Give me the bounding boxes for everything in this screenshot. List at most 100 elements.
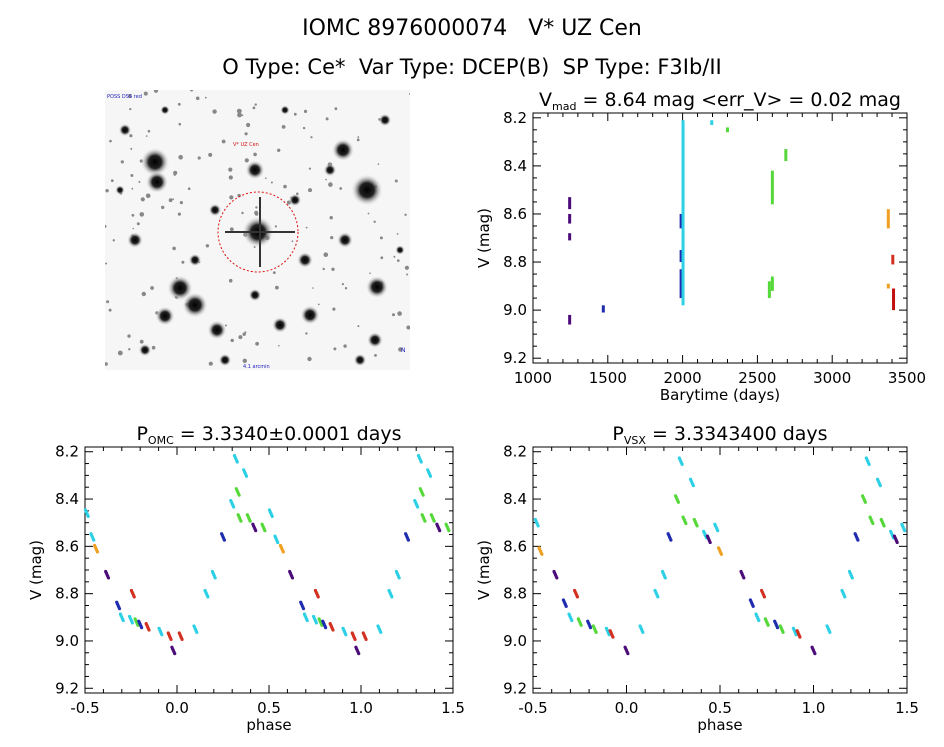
- faint-star: [138, 180, 141, 183]
- faint-star: [177, 102, 181, 106]
- faint-star: [397, 311, 402, 316]
- y-tick-label: 9.0: [55, 632, 79, 650]
- data-point: [676, 500, 680, 504]
- data-point: [314, 621, 318, 625]
- faint-star: [252, 106, 256, 110]
- data-point: [716, 529, 720, 533]
- data-point-cluster: [288, 569, 295, 580]
- faint-star: [147, 129, 151, 133]
- data-point-cluster: [245, 513, 252, 523]
- data-point: [324, 626, 328, 630]
- faint-star: [228, 278, 233, 283]
- faint-star: [408, 93, 410, 95]
- star: [367, 332, 383, 348]
- figure-title-line1: IOMC 8976000074 V* UZ Cen: [302, 16, 642, 41]
- faint-star: [274, 225, 277, 228]
- x-tick-label: 0.5: [708, 699, 732, 717]
- data-point-cluster: [137, 619, 144, 630]
- data-point: [863, 500, 867, 504]
- faint-star: [275, 285, 279, 290]
- data-point: [263, 529, 267, 533]
- faint-star: [228, 167, 233, 172]
- x-tick-label: 2000: [664, 369, 702, 387]
- x-tick-label: 2500: [738, 369, 776, 387]
- data-point-cluster: [623, 645, 630, 656]
- data-point: [751, 604, 755, 608]
- faint-star: [150, 286, 154, 290]
- faint-star: [127, 334, 131, 338]
- faint-star: [374, 354, 377, 357]
- faint-star: [143, 91, 148, 96]
- star: [288, 193, 302, 207]
- faint-star: [255, 341, 259, 346]
- data-point-cluster: [413, 498, 420, 509]
- data-point-cluster: [267, 508, 274, 519]
- data-point-cluster: [900, 522, 907, 533]
- data-segment: [710, 120, 714, 126]
- faint-star: [105, 224, 107, 228]
- sky-image: POSS DSS red V* UZ Cen 4.1 arcmin N: [105, 90, 410, 370]
- star: [115, 185, 125, 195]
- faint-star: [356, 138, 360, 142]
- data-point: [173, 652, 177, 656]
- data-point-cluster: [754, 612, 761, 623]
- x-tick-label: 0.0: [615, 699, 639, 717]
- faint-star: [394, 179, 398, 183]
- data-segment: [568, 233, 572, 241]
- data-point: [237, 493, 241, 497]
- faint-star: [305, 332, 308, 335]
- faint-star: [254, 212, 259, 216]
- faint-star: [139, 339, 144, 344]
- data-point-cluster: [210, 569, 217, 580]
- data-point-cluster: [653, 588, 660, 599]
- faint-star: [173, 173, 177, 176]
- data-point-cluster: [350, 631, 357, 642]
- data-point: [843, 595, 847, 599]
- data-point: [626, 652, 630, 656]
- faint-star: [323, 252, 329, 257]
- y-tick-label: 8.2: [503, 443, 527, 461]
- y-tick-label: 8.4: [503, 157, 527, 175]
- data-point: [301, 607, 306, 611]
- faint-star: [265, 177, 267, 179]
- x-tick-label: 1.0: [802, 699, 826, 717]
- plot-frame: [84, 446, 454, 694]
- faint-star: [145, 135, 148, 137]
- data-segment: [892, 288, 896, 311]
- faint-star: [132, 227, 134, 230]
- chart-title-subscript: OMC: [148, 434, 174, 447]
- data-point-cluster: [157, 626, 164, 637]
- data-point-cluster: [83, 508, 90, 519]
- faint-star: [117, 350, 123, 356]
- y-tick-label: 8.8: [503, 585, 527, 603]
- data-point: [575, 595, 580, 599]
- star: [160, 105, 170, 115]
- faint-star: [369, 272, 371, 274]
- data-point-cluster: [864, 456, 871, 466]
- data-point-cluster: [791, 626, 798, 637]
- faint-star: [310, 136, 313, 139]
- faint-star: [128, 348, 131, 351]
- data-point: [663, 576, 667, 580]
- y-tick-label: 8.6: [503, 205, 527, 223]
- faint-star: [398, 347, 403, 352]
- faint-star: [329, 216, 333, 220]
- data-point: [406, 538, 410, 542]
- faint-star: [334, 107, 338, 111]
- data-segment: [770, 170, 774, 205]
- data-segment: [679, 250, 683, 263]
- x-tick-label: 0.5: [257, 699, 281, 717]
- faint-star: [105, 362, 108, 366]
- data-point-cluster: [313, 588, 320, 599]
- data-point-cluster: [673, 494, 680, 504]
- data-point-cluster: [773, 619, 780, 630]
- faint-star: [333, 347, 337, 351]
- data-point-cluster: [868, 515, 875, 526]
- faint-star: [331, 267, 335, 271]
- star: [297, 252, 313, 268]
- data-point: [169, 637, 173, 642]
- faint-star: [181, 260, 185, 264]
- data-point-cluster: [312, 614, 318, 625]
- data-point-cluster: [104, 569, 111, 580]
- star: [218, 353, 232, 367]
